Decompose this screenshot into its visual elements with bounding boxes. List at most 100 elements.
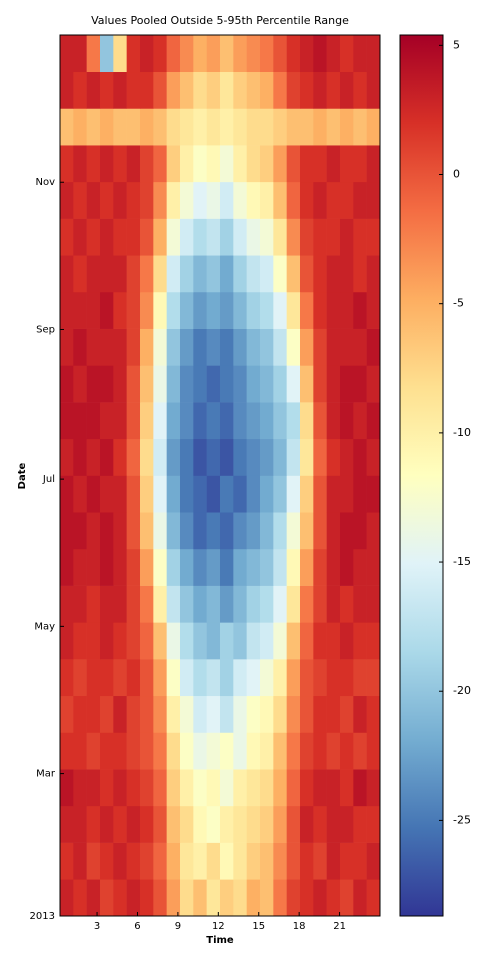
heat-cell <box>313 695 327 733</box>
heat-cell <box>153 622 167 660</box>
heat-cell <box>166 181 181 219</box>
heat-cell <box>73 35 87 73</box>
heat-cell <box>206 585 221 623</box>
heat-cell <box>206 879 221 917</box>
heat-cell <box>300 585 314 623</box>
heat-cell <box>366 438 381 476</box>
heat-cell <box>113 512 127 550</box>
heat-cell <box>193 659 207 697</box>
heat-cell <box>300 622 314 660</box>
heat-cell <box>313 71 327 109</box>
colorbar-tick-label: -10 <box>453 426 471 439</box>
heat-cell <box>166 218 181 256</box>
heat-cell <box>246 218 261 256</box>
heat-cell <box>260 475 274 513</box>
heat-cell <box>340 218 354 256</box>
heat-cell <box>353 328 367 366</box>
heat-cell <box>206 181 221 219</box>
heat-cell <box>180 805 194 843</box>
heat-cell <box>273 365 287 403</box>
heat-cell <box>260 805 274 843</box>
heat-cell <box>73 879 87 917</box>
heat-cell <box>140 291 154 329</box>
heat-cell <box>313 35 327 73</box>
heat-cell <box>326 732 341 770</box>
heat-cell <box>220 328 234 366</box>
heat-cell <box>313 805 327 843</box>
heat-cell <box>366 181 381 219</box>
heat-cell <box>340 842 354 880</box>
heat-cell <box>353 181 367 219</box>
heat-cell <box>126 71 141 109</box>
heat-cell <box>260 842 274 880</box>
heat-cell <box>153 218 167 256</box>
y-tick-label: May <box>34 621 55 632</box>
heat-cell <box>86 35 101 73</box>
heat-cell <box>100 659 114 697</box>
heat-cell <box>326 402 341 440</box>
heat-cell <box>220 181 234 219</box>
heat-cell <box>153 769 167 807</box>
heat-cell <box>246 769 261 807</box>
heat-cell <box>246 585 261 623</box>
heat-cell <box>313 879 327 917</box>
heat-cell <box>126 548 141 586</box>
heat-cell <box>326 548 341 586</box>
heat-cell <box>180 181 194 219</box>
heat-cell <box>313 659 327 697</box>
heat-cell <box>193 255 207 293</box>
heat-cell <box>353 695 367 733</box>
heat-cell <box>166 328 181 366</box>
heat-cell <box>326 475 341 513</box>
heat-cell <box>273 218 287 256</box>
heat-cell <box>100 181 114 219</box>
heat-cell <box>260 71 274 109</box>
heat-cell <box>366 805 381 843</box>
x-tick-label: 3 <box>94 921 100 932</box>
heat-cell <box>60 659 74 697</box>
heat-cell <box>260 35 274 73</box>
heat-cell <box>233 365 247 403</box>
heat-cell <box>246 35 261 73</box>
heat-cell <box>300 328 314 366</box>
heat-cell <box>300 659 314 697</box>
heat-cell <box>193 71 207 109</box>
heat-cell <box>233 805 247 843</box>
heat-cell <box>233 695 247 733</box>
heat-cell <box>166 842 181 880</box>
heat-cell <box>326 585 341 623</box>
heat-cell <box>153 842 167 880</box>
heat-cell <box>260 291 274 329</box>
heat-cell <box>73 108 87 146</box>
heat-cell <box>180 218 194 256</box>
heat-cell <box>353 732 367 770</box>
heat-cell <box>286 218 301 256</box>
heat-cell <box>353 659 367 697</box>
heat-cell <box>233 879 247 917</box>
heat-cell <box>153 805 167 843</box>
heat-cell <box>73 475 87 513</box>
heat-cell <box>313 548 327 586</box>
heat-cell <box>340 402 354 440</box>
x-tick-label: 18 <box>293 921 306 932</box>
heat-cell <box>86 805 101 843</box>
heat-cell <box>166 255 181 293</box>
heat-cell <box>273 328 287 366</box>
heat-cell <box>126 659 141 697</box>
y-tick-label: 2013 <box>30 911 55 922</box>
heat-cell <box>206 548 221 586</box>
heat-cell <box>126 35 141 73</box>
heat-cell <box>340 548 354 586</box>
heat-cell <box>233 71 247 109</box>
heat-cell <box>286 512 301 550</box>
heat-cell <box>220 365 234 403</box>
heat-cell <box>300 181 314 219</box>
heat-cell <box>246 108 261 146</box>
heat-cell <box>286 585 301 623</box>
heat-cell <box>193 548 207 586</box>
heat-cell <box>206 108 221 146</box>
heat-cell <box>326 365 341 403</box>
heat-cell <box>326 291 341 329</box>
heat-cell <box>260 769 274 807</box>
heat-cell <box>286 438 301 476</box>
